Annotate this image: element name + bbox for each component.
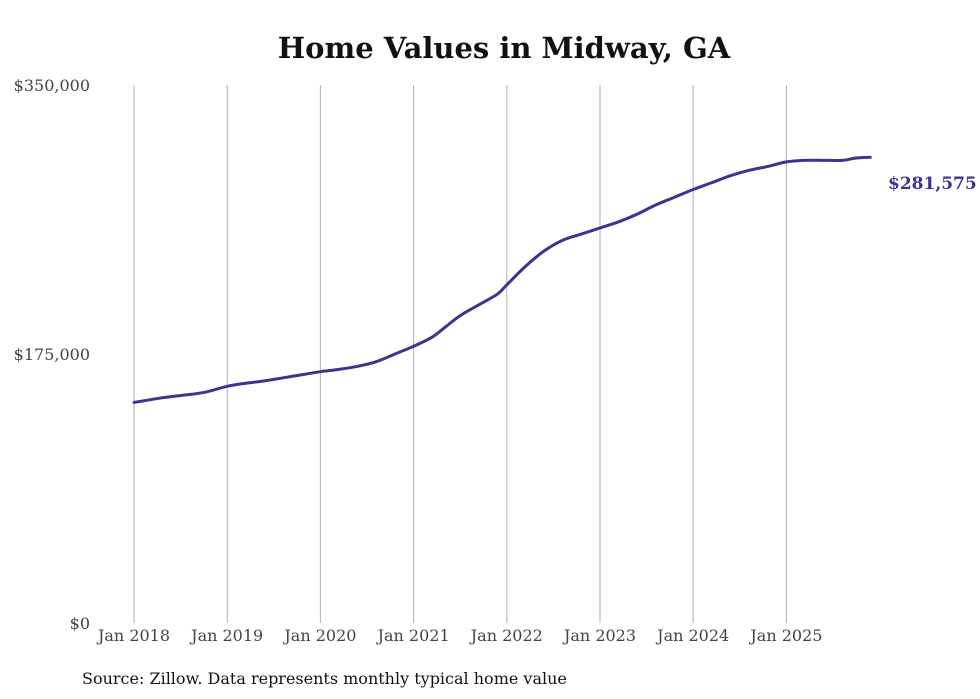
x-tick-label: Jan 2025 — [748, 626, 822, 645]
y-tick-label: $350,000 — [14, 76, 90, 95]
x-tick-label: Jan 2022 — [469, 626, 543, 645]
x-tick-label: Jan 2018 — [96, 626, 170, 645]
y-tick-label: $0 — [70, 614, 90, 633]
chart-title: Home Values in Midway, GA — [278, 31, 731, 65]
series-line-home-value — [132, 155, 872, 404]
x-tick-label: Jan 2019 — [189, 626, 263, 645]
source-note: Source: Zillow. Data represents monthly … — [82, 669, 567, 688]
x-tick-label: Jan 2023 — [562, 626, 636, 645]
x-tick-label: Jan 2024 — [655, 626, 729, 645]
x-tick-label: Jan 2020 — [282, 626, 356, 645]
y-tick-label: $175,000 — [14, 345, 90, 364]
end-value-label: $281,575 — [888, 174, 977, 194]
series-layer — [132, 155, 872, 404]
y-axis-ticks: $0 $175,000 $350,000 — [14, 76, 90, 633]
x-axis-ticks: Jan 2018 Jan 2019 Jan 2020 Jan 2021 Jan 2022… — [96, 626, 822, 645]
x-tick-label: Jan 2021 — [376, 626, 450, 645]
gridlines — [133, 85, 787, 623]
